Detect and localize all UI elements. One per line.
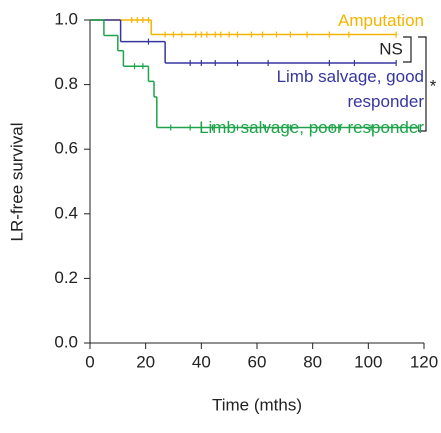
y-tick-label: 0.8	[54, 74, 78, 93]
x-axis-label: Time (mths)	[212, 395, 302, 414]
x-tick-label: 100	[354, 352, 382, 371]
y-tick-label: 0.4	[54, 203, 78, 222]
series-label: Amputation	[338, 11, 424, 30]
x-tick-label: 60	[248, 352, 267, 371]
annotation: *	[430, 76, 437, 95]
annotation: NS	[379, 39, 403, 58]
x-tick-label: 40	[192, 352, 211, 371]
series-label: Limb salvage, good responder	[276, 67, 424, 111]
bracket	[418, 36, 427, 132]
x-tick-label: 80	[303, 352, 322, 371]
x-tick-label: 20	[136, 352, 155, 371]
x-tick-label: 120	[410, 352, 438, 371]
series-label: Limb salvage, poor responder	[199, 118, 424, 137]
y-tick-label: 1.0	[54, 9, 78, 28]
x-tick-label: 0	[85, 352, 94, 371]
y-tick-label: 0.2	[54, 268, 78, 287]
bracket	[403, 36, 412, 63]
y-tick-label: 0.6	[54, 139, 78, 158]
y-tick-label: 0.0	[54, 332, 78, 351]
y-axis-label: LR-free survival	[7, 122, 26, 241]
